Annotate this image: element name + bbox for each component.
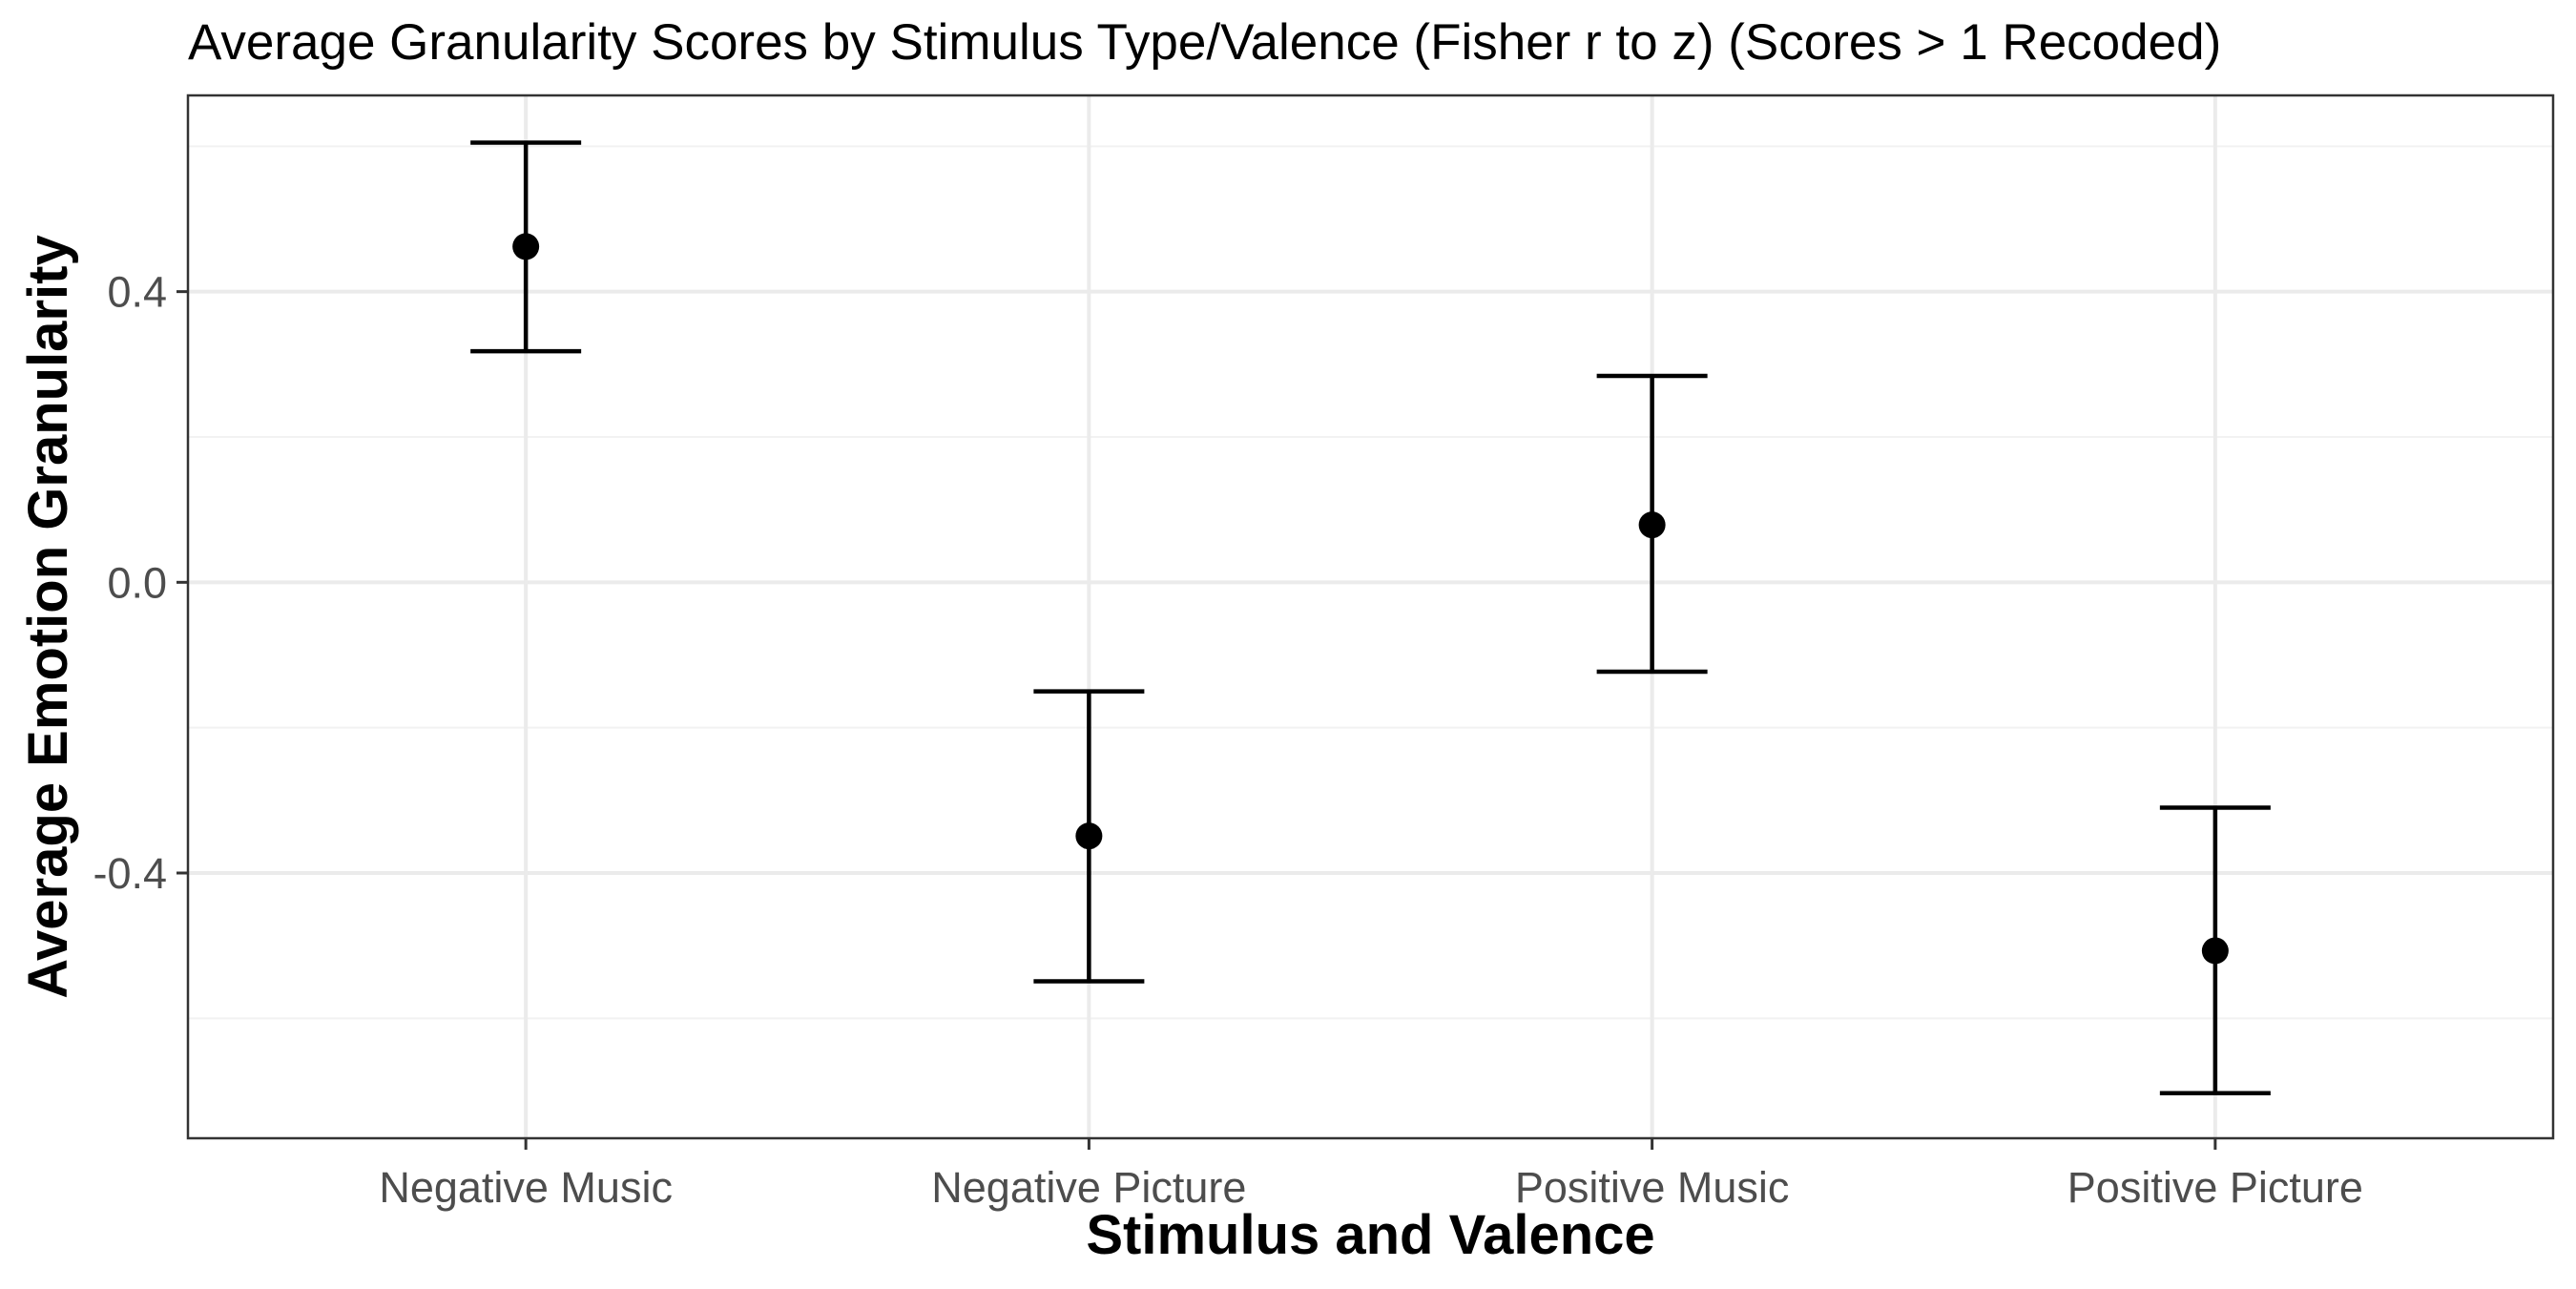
y-tick-label: -0.4 bbox=[93, 849, 167, 898]
x-tick-label: Negative Music bbox=[379, 1163, 673, 1212]
minor-gridlines bbox=[188, 145, 2553, 1020]
data-points bbox=[512, 233, 2229, 965]
major-gridlines bbox=[188, 95, 2553, 1138]
data-point bbox=[1075, 822, 1103, 850]
x-tick-label: Positive Picture bbox=[2067, 1163, 2363, 1212]
y-tick-label: 0.0 bbox=[107, 558, 167, 607]
y-axis-title: Average Emotion Granularity bbox=[17, 235, 79, 998]
y-axis-ticks: -0.4 0.0 0.4 bbox=[93, 268, 188, 898]
data-point bbox=[1638, 511, 1666, 539]
error-bars bbox=[470, 140, 2271, 1096]
x-axis-ticks: Negative Music Negative Picture Positive M… bbox=[379, 1138, 2363, 1212]
x-axis-title: Stimulus and Valence bbox=[1086, 1204, 1654, 1266]
data-point bbox=[512, 233, 540, 260]
x-tick-label: Negative Picture bbox=[931, 1163, 1246, 1212]
data-point bbox=[2201, 937, 2229, 965]
plot-panel-border bbox=[186, 94, 2555, 1140]
x-tick-label: Positive Music bbox=[1515, 1163, 1790, 1212]
chart-title: Average Granularity Scores by Stimulus T… bbox=[188, 14, 2221, 71]
y-tick-label: 0.4 bbox=[107, 268, 167, 317]
